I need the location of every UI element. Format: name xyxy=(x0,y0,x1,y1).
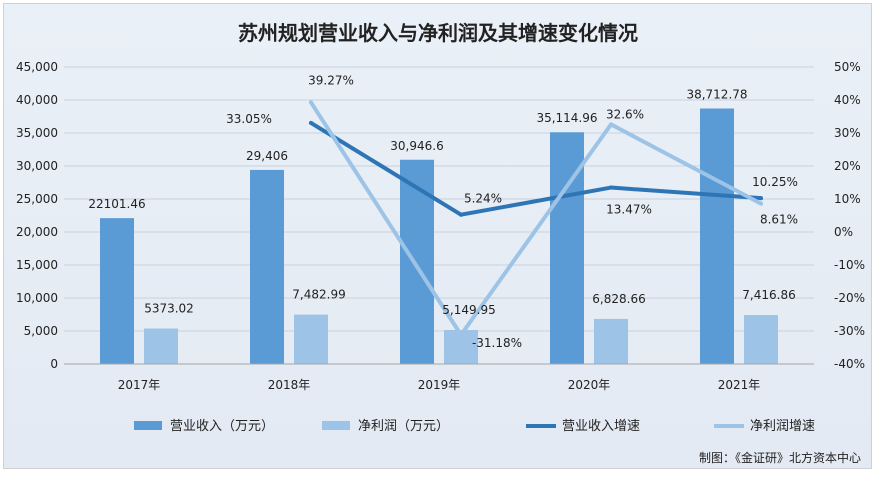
bar xyxy=(400,159,434,364)
data-label: 22101.46 xyxy=(88,197,145,211)
legend-swatch xyxy=(134,421,162,430)
data-label: 7,482.99 xyxy=(292,288,345,302)
y-right-tick-label: -10% xyxy=(834,258,865,272)
data-label: 35,114.96 xyxy=(536,111,597,125)
legend: 营业收入（万元） 净利润（万元） 营业收入增速 净利润增速 xyxy=(134,419,815,434)
y-left-tick-label: 10,000 xyxy=(16,291,58,305)
x-tick-label: 2021年 xyxy=(718,378,761,392)
bar xyxy=(250,169,284,364)
right-axis: -40% -30% -20% -10% 0% 10% 20% 30% 40% 50% xyxy=(834,60,865,371)
x-tick-label: 2018年 xyxy=(268,378,311,392)
y-left-tick-label: 0 xyxy=(50,357,58,371)
left-axis: 0 5,000 10,000 15,000 20,000 25,000 30,000 35,0… xyxy=(16,60,58,371)
data-label: 33.05% xyxy=(226,112,272,126)
data-label: 7,416.86 xyxy=(742,288,795,302)
chart-frame: 苏州规划营业收入与净利润及其增速变化情况 0 5,000 10,000 15,000 2… xyxy=(3,3,872,469)
legend-label: 净利润（万元） xyxy=(358,419,449,434)
data-label: -31.18% xyxy=(472,336,522,350)
data-label: 10.25% xyxy=(752,175,798,189)
bar xyxy=(594,318,628,364)
x-tick-label: 2019年 xyxy=(418,378,461,392)
line-point xyxy=(759,201,763,206)
y-right-tick-label: 50% xyxy=(834,60,861,74)
y-right-tick-label: -40% xyxy=(834,357,865,371)
chart-svg: 苏州规划营业收入与净利润及其增速变化情况 0 5,000 10,000 15,000 2… xyxy=(16,21,865,465)
y-right-tick-label: 30% xyxy=(834,126,861,140)
series-line xyxy=(309,100,763,337)
y-right-tick-label: 10% xyxy=(834,192,861,206)
legend-label: 营业收入增速 xyxy=(562,419,640,434)
bar xyxy=(144,328,178,364)
line-point xyxy=(459,212,463,217)
series-line xyxy=(309,120,763,217)
y-right-tick-label: 20% xyxy=(834,159,861,173)
data-label: 6,828.66 xyxy=(592,292,645,306)
x-tick-label: 2017年 xyxy=(118,378,161,392)
y-right-tick-label: 0% xyxy=(834,225,853,239)
data-label: 5373.02 xyxy=(144,302,194,316)
legend-swatch xyxy=(322,421,350,430)
data-label: 5.24% xyxy=(464,192,502,206)
data-label: 8.61% xyxy=(760,213,798,227)
data-label: 39.27% xyxy=(308,73,354,87)
y-left-tick-label: 30,000 xyxy=(16,159,58,173)
y-left-tick-label: 15,000 xyxy=(16,258,58,272)
y-left-tick-label: 45,000 xyxy=(16,60,58,74)
legend-label: 营业收入（万元） xyxy=(170,419,274,434)
data-label: 29,406 xyxy=(246,149,288,163)
line-point xyxy=(309,120,313,125)
y-left-tick-label: 25,000 xyxy=(16,192,58,206)
y-right-tick-label: 40% xyxy=(834,93,861,107)
y-left-tick-label: 40,000 xyxy=(16,93,58,107)
chart-title: 苏州规划营业收入与净利润及其增速变化情况 xyxy=(238,21,638,45)
line-point xyxy=(609,185,613,190)
data-label: 32.6% xyxy=(606,107,644,121)
bar xyxy=(100,218,134,364)
y-right-tick-label: -20% xyxy=(834,291,865,305)
line-point xyxy=(759,196,763,201)
line-point xyxy=(609,122,613,127)
data-label: 5,149.95 xyxy=(442,303,495,317)
data-labels: 22101.46 29,406 30,946.6 35,114.96 38,712.78… xyxy=(88,73,798,349)
bar xyxy=(294,314,328,364)
bar xyxy=(700,108,734,364)
line-point xyxy=(309,100,313,105)
data-label: 13.47% xyxy=(606,203,652,217)
x-axis: 2017年 2018年 2019年 2020年 2021年 xyxy=(64,363,814,392)
legend-label: 净利润增速 xyxy=(750,419,815,434)
line-point xyxy=(459,332,463,337)
lines xyxy=(309,100,763,337)
source-note: 制图：《金证研》北方资本中心 xyxy=(699,450,861,465)
data-label: 38,712.78 xyxy=(686,87,747,101)
y-left-tick-label: 5,000 xyxy=(24,324,58,338)
y-left-tick-label: 35,000 xyxy=(16,126,58,140)
data-label: 30,946.6 xyxy=(390,139,443,153)
bar xyxy=(744,315,778,364)
x-tick-label: 2020年 xyxy=(568,378,611,392)
y-left-tick-label: 20,000 xyxy=(16,225,58,239)
bars xyxy=(100,108,778,364)
y-right-tick-label: -30% xyxy=(834,324,865,338)
